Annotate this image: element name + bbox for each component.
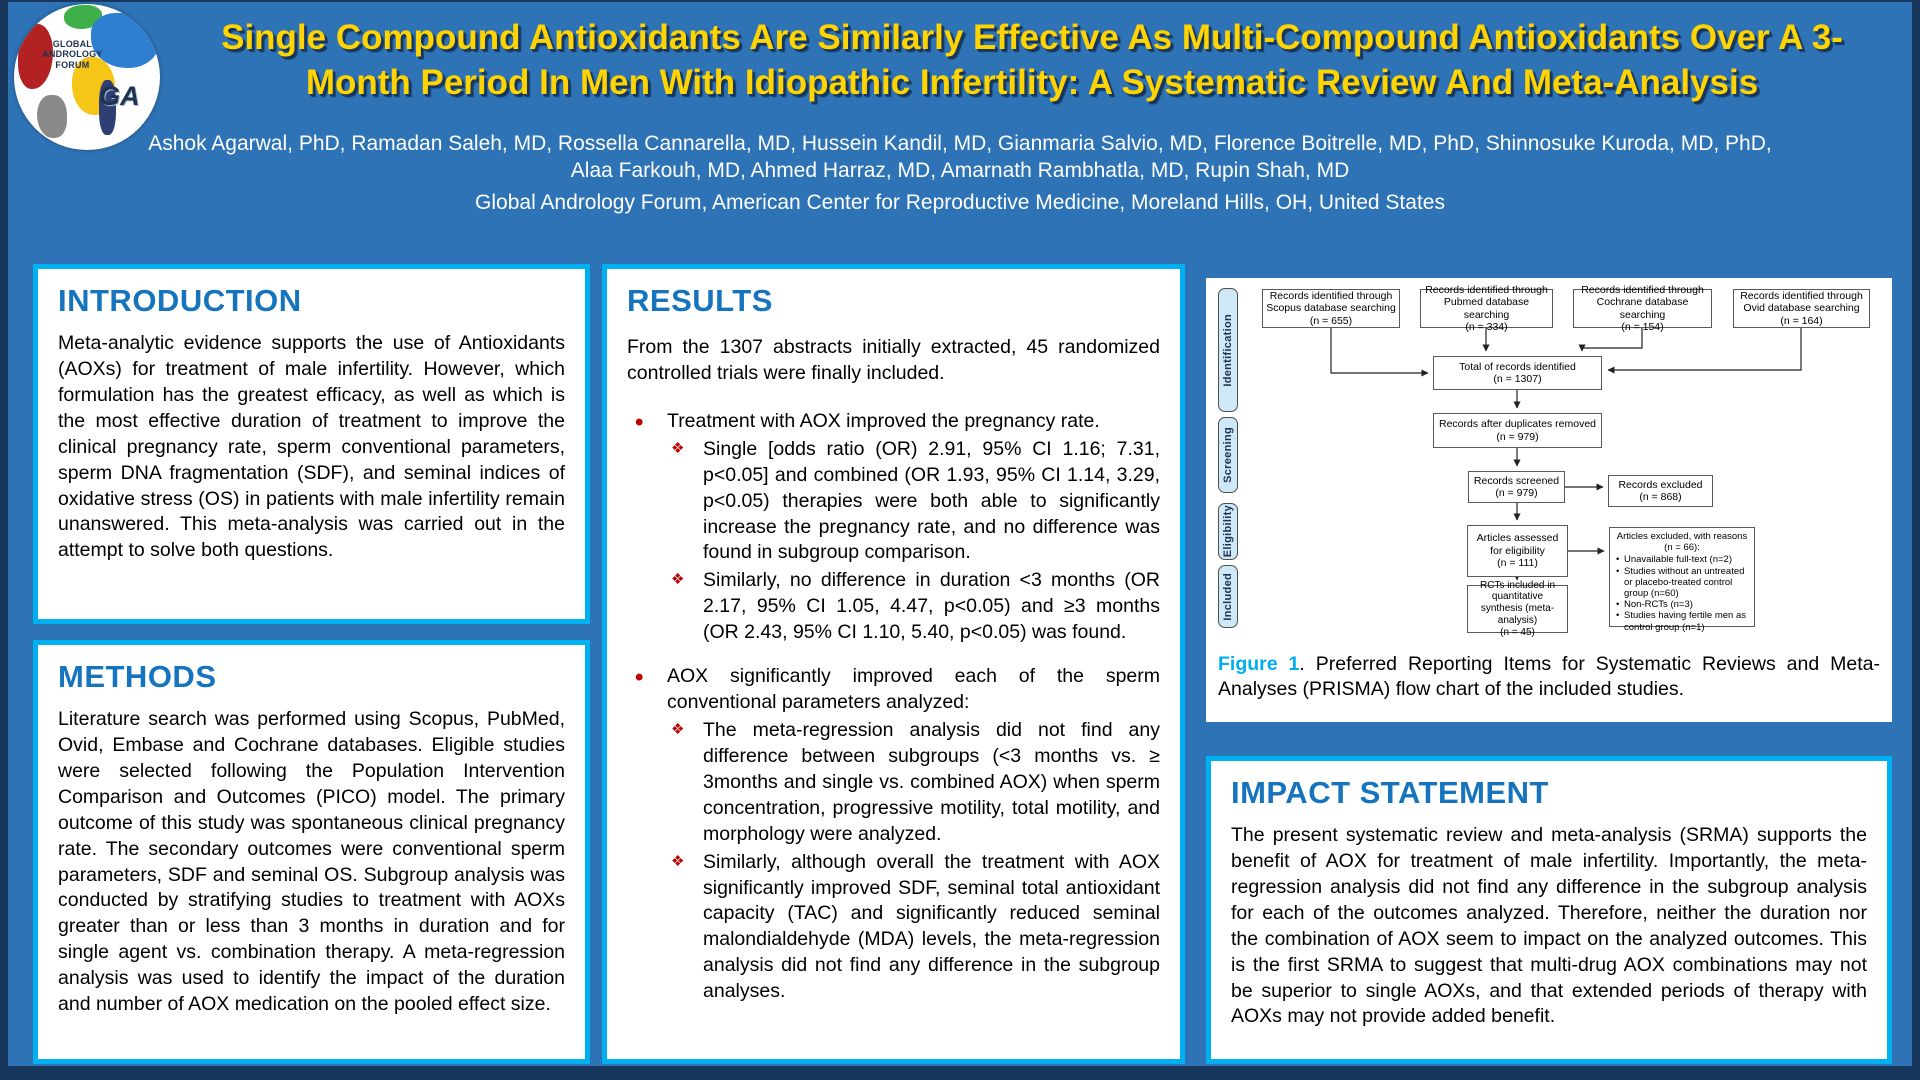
results-intro: From the 1307 abstracts initially extrac… — [627, 336, 1160, 384]
stage-identification: Identification — [1218, 288, 1238, 412]
results-bullet: Treatment with AOX improved the pregnanc… — [627, 407, 1160, 646]
exclusion-reason: Non-RCTs (n=3) — [1614, 599, 1750, 610]
results-bullet-list: Treatment with AOX improved the pregnanc… — [627, 407, 1160, 1005]
results-heading: RESULTS — [627, 283, 773, 318]
flow-box-ovid: Records identified through Ovid database… — [1733, 289, 1870, 328]
introduction-panel: INTRODUCTION Meta-analytic evidence supp… — [33, 264, 590, 624]
impact-statement-panel: IMPACT STATEMENT The present systematic … — [1206, 756, 1892, 1064]
results-bullet-text: Treatment with AOX improved the pregnanc… — [667, 409, 1100, 432]
figure-caption: Figure 1. Preferred Reporting Items for … — [1218, 652, 1880, 703]
stage-included: Included — [1218, 565, 1238, 628]
results-sub-list: The meta-regression analysis did not fin… — [667, 718, 1160, 1005]
impact-heading: IMPACT STATEMENT — [1231, 775, 1549, 810]
impact-body: The present systematic review and meta-a… — [1231, 824, 1867, 1028]
flow-box-assessed: Articles assessed for eligibility (n = 11… — [1467, 525, 1568, 577]
poster-title-line2: Month Period In Men With Idiopathic Infe… — [305, 62, 1759, 102]
results-sub-bullet: The meta-regression analysis did not fin… — [667, 718, 1160, 848]
poster: GLOBAL ANDROLOGY FORUM GA Single Compoun… — [8, 2, 1912, 1066]
results-bullet-text: AOX significantly improved each of the s… — [667, 665, 1160, 714]
flow-box-screened: Records screened (n = 979) — [1468, 471, 1565, 503]
logo-continent-shape — [98, 79, 117, 136]
poster-title: Single Compound Antioxidants Are Similar… — [170, 16, 1894, 106]
introduction-body: Meta-analytic evidence supports the use … — [58, 332, 565, 562]
flow-box-rcts-included: RCTs included in quantitative synthesis … — [1467, 580, 1568, 638]
exclusion-reason: Studies without an untreated or placebo-… — [1614, 566, 1750, 600]
results-sub-bullet: Single [odds ratio (OR) 2.91, 95% CI 1.1… — [667, 437, 1160, 567]
authors-line1: Ashok Agarwal, PhD, Ramadan Saleh, MD, R… — [148, 132, 1772, 155]
prisma-figure-panel: Identification Screening Eligibility Inc… — [1206, 278, 1892, 722]
methods-body: Literature search was performed using Sc… — [58, 708, 565, 1016]
logo-org-name: GLOBAL ANDROLOGY FORUM — [42, 39, 103, 70]
stage-screening: Screening — [1218, 417, 1238, 493]
figure-caption-text: . Preferred Reporting Items for Systemat… — [1218, 653, 1880, 701]
flow-box-pubmed: Records identified through Pubmed databa… — [1420, 284, 1553, 333]
affiliation: Global Andrology Forum, American Center … — [475, 190, 1445, 214]
flow-box-records-excluded: Records excluded (n = 868) — [1608, 475, 1713, 507]
authors-block: Ashok Agarwal, PhD, Ramadan Saleh, MD, R… — [48, 130, 1872, 216]
logo-continent-shape — [37, 94, 67, 139]
results-sub-list: Single [odds ratio (OR) 2.91, 95% CI 1.1… — [667, 437, 1160, 646]
methods-heading: METHODS — [58, 659, 217, 694]
poster-title-line1: Single Compound Antioxidants Are Similar… — [221, 18, 1843, 57]
flow-box-articles-excluded: Articles excluded, with reasons (n = 66)… — [1609, 527, 1755, 633]
authors-line2: Alaa Farkouh, MD, Ahmed Harraz, MD, Amar… — [570, 159, 1350, 183]
global-andrology-forum-logo-icon: GLOBAL ANDROLOGY FORUM GA — [14, 4, 160, 150]
introduction-heading: INTRODUCTION — [58, 283, 302, 318]
results-panel: RESULTS From the 1307 abstracts initiall… — [602, 264, 1185, 1064]
logo-continent-shape — [63, 5, 102, 29]
exclusion-reason: Unavailable full-text (n=2) — [1614, 554, 1750, 565]
flow-box-total: Total of records identified (n = 1307) — [1433, 356, 1602, 390]
exclusion-reason: Studies having fertile men as control gr… — [1614, 610, 1750, 632]
logo-monogram: GA — [99, 81, 140, 112]
flow-box-duplicates-removed: Records after duplicates removed (n = 979… — [1433, 413, 1602, 448]
methods-panel: METHODS Literature search was performed … — [33, 640, 590, 1064]
logo-continent-shape — [91, 12, 159, 69]
exclusion-reasons-list: Unavailable full-text (n=2) Studies with… — [1614, 554, 1750, 632]
results-sub-bullet: Similarly, although overall the treatmen… — [667, 850, 1160, 1006]
flowchart-arrows — [1330, 328, 1802, 581]
results-sub-bullet: Similarly, no difference in duration <3 … — [667, 568, 1160, 646]
flow-box-cochrane: Records identified through Cochrane data… — [1573, 284, 1712, 333]
figure-caption-label: Figure 1 — [1218, 653, 1300, 675]
results-bullet: AOX significantly improved each of the s… — [627, 662, 1160, 1005]
flow-box-scopus: Records identified through Scopus databa… — [1262, 289, 1400, 328]
stage-eligibility: Eligibility — [1218, 503, 1238, 560]
